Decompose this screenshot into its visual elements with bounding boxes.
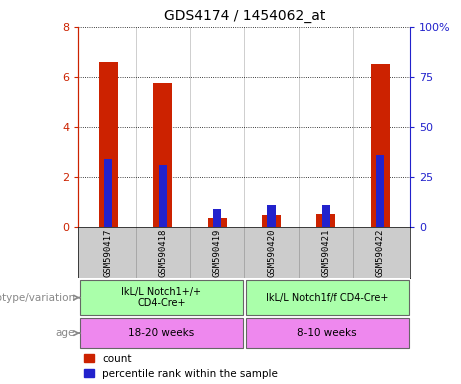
Bar: [99, 62, 118, 227]
Title: GDS4174 / 1454062_at: GDS4174 / 1454062_at: [164, 9, 325, 23]
Bar: [207, 218, 227, 227]
Text: GSM590422: GSM590422: [376, 228, 385, 276]
Bar: [80, 280, 242, 315]
Bar: [376, 155, 384, 227]
Text: GSM590418: GSM590418: [158, 228, 167, 276]
Text: IkL/L Notch1f/f CD4-Cre+: IkL/L Notch1f/f CD4-Cre+: [266, 293, 389, 303]
Text: 8-10 weeks: 8-10 weeks: [297, 328, 357, 338]
Bar: [246, 280, 408, 315]
Bar: [262, 215, 281, 227]
Bar: [104, 159, 112, 227]
Text: GSM590417: GSM590417: [104, 228, 113, 276]
Legend: count, percentile rank within the sample: count, percentile rank within the sample: [83, 354, 278, 379]
Bar: [159, 165, 167, 227]
Text: GSM590420: GSM590420: [267, 228, 276, 276]
Bar: [153, 83, 172, 227]
Text: IkL/L Notch1+/+
CD4-Cre+: IkL/L Notch1+/+ CD4-Cre+: [121, 287, 201, 308]
Text: genotype/variation: genotype/variation: [0, 293, 75, 303]
Text: age: age: [56, 328, 75, 338]
Bar: [267, 205, 276, 227]
Bar: [246, 318, 408, 348]
Text: GSM590419: GSM590419: [213, 228, 222, 276]
Bar: [80, 318, 242, 348]
Bar: [213, 209, 221, 227]
Bar: [322, 205, 330, 227]
Text: GSM590421: GSM590421: [321, 228, 331, 276]
Bar: [371, 64, 390, 227]
Bar: [316, 214, 336, 227]
Text: 18-20 weeks: 18-20 weeks: [128, 328, 195, 338]
